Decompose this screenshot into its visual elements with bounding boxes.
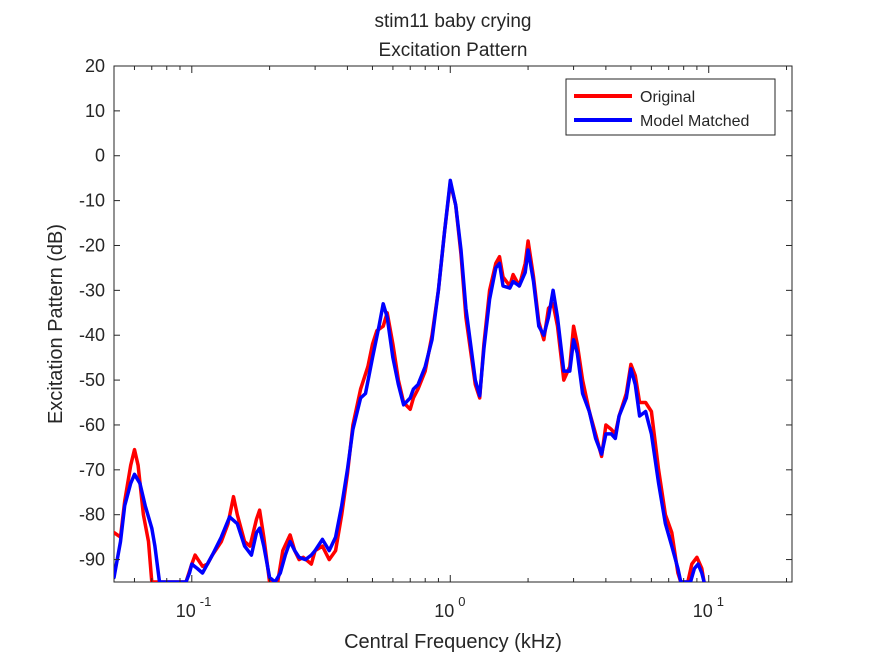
plot-area xyxy=(113,65,793,583)
legend-label-model-matched: Model Matched xyxy=(640,113,749,130)
y-tick-label: -40 xyxy=(79,325,105,345)
y-tick-label: -80 xyxy=(79,505,105,525)
series-layer xyxy=(114,178,706,582)
series-line-model-matched xyxy=(114,178,706,582)
y-tick-label: 0 xyxy=(95,146,105,166)
x-axis-label: Central Frequency (kHz) xyxy=(344,631,562,653)
x-tick-exponent: 0 xyxy=(458,594,465,609)
y-tick-label: 20 xyxy=(85,56,105,76)
y-tick-label: -30 xyxy=(79,280,105,300)
x-tick-label: 10 xyxy=(176,601,196,621)
y-tick-label: 10 xyxy=(85,101,105,121)
x-tick-exponent: 1 xyxy=(717,594,724,609)
chart-title: stim11 baby crying xyxy=(375,11,532,32)
legend: Original Model Matched xyxy=(565,78,776,136)
chart-subtitle: Excitation Pattern xyxy=(379,40,528,61)
y-axis: 20 10 0 -10 -20 -30 -40 -50 -60 -70 -80 -90 xyxy=(79,56,792,570)
y-tick-label: -10 xyxy=(79,191,105,211)
x-tick-label: 10 xyxy=(693,601,713,621)
legend-label-original: Original xyxy=(640,89,695,106)
y-axis-label: Excitation Pattern (dB) xyxy=(45,224,67,424)
x-tick-label: 10 xyxy=(434,601,454,621)
y-tick-label: -90 xyxy=(79,550,105,570)
y-tick-label: -50 xyxy=(79,370,105,390)
y-tick-label: -20 xyxy=(79,235,105,255)
x-tick-exponent: -1 xyxy=(200,594,212,609)
y-tick-label: -60 xyxy=(79,415,105,435)
y-tick-label: -70 xyxy=(79,460,105,480)
x-axis: 10 -1 10 0 10 1 xyxy=(113,66,788,621)
legend-box xyxy=(565,78,776,136)
